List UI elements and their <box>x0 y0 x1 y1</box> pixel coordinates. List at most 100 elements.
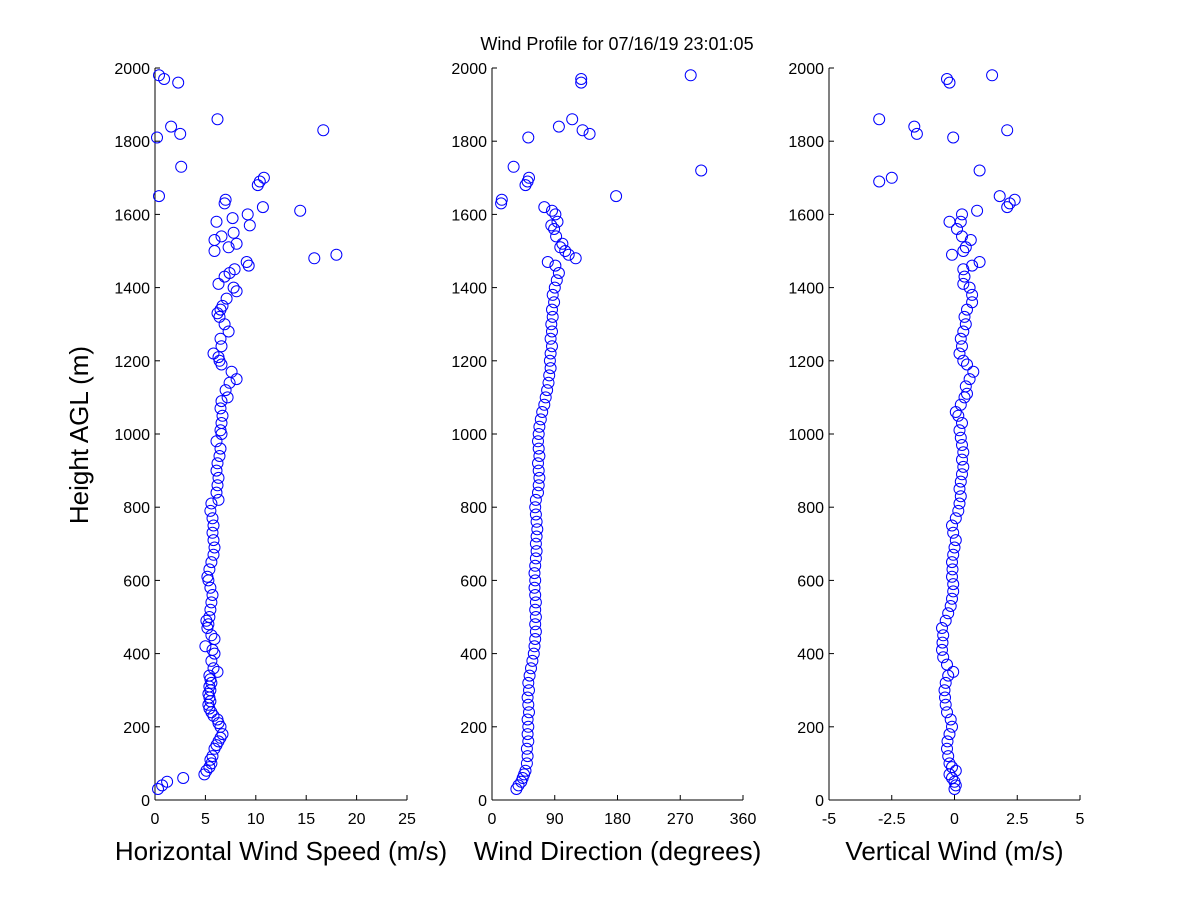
data-point <box>569 252 582 265</box>
data-point <box>952 409 965 422</box>
data-point <box>956 417 968 429</box>
data-point <box>966 288 979 301</box>
data-point <box>947 526 960 539</box>
data-point <box>953 347 966 360</box>
data-point <box>957 263 970 276</box>
data-point <box>562 248 575 261</box>
data-point <box>550 230 563 243</box>
y-tick-label: 200 <box>460 720 487 737</box>
data-point <box>520 742 533 755</box>
data-point <box>206 589 219 601</box>
x-axis-label: Horizontal Wind Speed (m/s) <box>115 836 447 866</box>
data-point <box>946 720 958 733</box>
data-point <box>543 354 556 367</box>
data-point <box>949 764 962 777</box>
data-point <box>956 453 968 466</box>
data-point <box>953 424 966 437</box>
data-point <box>546 325 558 338</box>
data-point <box>205 556 218 569</box>
data-point <box>546 303 558 316</box>
data-point <box>539 391 552 404</box>
data-point <box>544 332 557 345</box>
data-point <box>936 636 949 649</box>
data-point <box>529 552 542 565</box>
x-tick-label: 10 <box>247 811 265 828</box>
x-tick-label: 360 <box>730 811 757 828</box>
y-tick-label: 2000 <box>114 61 150 78</box>
data-point <box>214 402 227 415</box>
data-point <box>958 270 971 283</box>
data-point <box>256 201 269 214</box>
data-point <box>566 113 579 126</box>
data-point <box>967 365 980 378</box>
data-point <box>152 783 164 795</box>
data-point <box>200 614 213 627</box>
data-point <box>308 252 321 265</box>
data-point <box>529 501 542 514</box>
data-point <box>521 713 534 726</box>
data-point <box>240 256 253 268</box>
data-point <box>959 380 972 393</box>
data-point <box>206 512 219 525</box>
data-point <box>956 340 968 353</box>
data-point <box>534 413 547 426</box>
y-tick-label: 2000 <box>788 61 824 78</box>
data-point <box>1001 201 1014 214</box>
data-point <box>957 446 970 459</box>
data-point <box>211 479 224 492</box>
data-point <box>175 160 188 173</box>
data-point <box>529 508 542 521</box>
data-point <box>212 471 225 484</box>
y-tick-label: 600 <box>460 573 487 590</box>
data-point <box>210 486 223 499</box>
data-point <box>230 237 243 250</box>
data-point <box>971 204 984 217</box>
data-point <box>941 73 953 85</box>
x-tick-label: -5 <box>822 811 836 828</box>
data-point <box>527 647 540 660</box>
data-point <box>944 600 957 612</box>
data-point <box>544 347 557 360</box>
data-point <box>963 281 976 294</box>
data-point <box>1001 124 1014 137</box>
data-point <box>521 750 534 763</box>
data-point <box>941 735 954 748</box>
data-point <box>216 409 229 422</box>
data-point <box>538 398 551 411</box>
data-point <box>545 318 558 331</box>
y-tick-label: 1600 <box>114 207 150 224</box>
y-tick-label: 1200 <box>451 354 487 371</box>
data-point <box>538 201 551 214</box>
data-point <box>532 442 545 455</box>
data-point <box>205 596 218 609</box>
data-point <box>526 654 539 667</box>
data-point <box>546 340 558 353</box>
data-point <box>532 464 545 477</box>
data-point <box>531 523 544 536</box>
data-point <box>522 131 535 144</box>
data-point <box>530 545 543 558</box>
data-point <box>523 684 535 697</box>
data-point <box>205 497 218 510</box>
data-point <box>963 373 976 386</box>
y-tick-label: 1400 <box>451 281 487 298</box>
data-point <box>546 204 558 217</box>
data-point <box>941 706 953 719</box>
data-point <box>541 256 554 268</box>
data-point <box>936 622 948 634</box>
data-point <box>211 113 224 126</box>
data-point <box>951 223 963 235</box>
data-point <box>215 417 228 429</box>
data-point <box>946 570 958 583</box>
data-point <box>206 526 219 539</box>
data-point <box>204 504 217 517</box>
data-point <box>532 428 545 440</box>
x-tick-label: 2.5 <box>1006 811 1028 828</box>
x-axis-label: Vertical Wind (m/s) <box>845 836 1063 866</box>
data-point <box>227 226 240 239</box>
data-point <box>938 684 951 697</box>
data-point <box>545 219 558 232</box>
data-point <box>946 556 958 569</box>
